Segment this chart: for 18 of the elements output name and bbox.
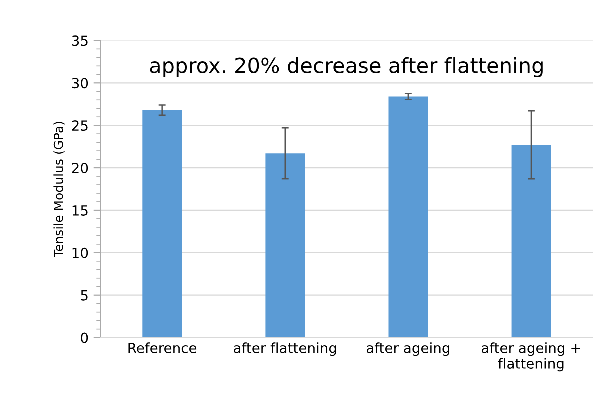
bar — [388, 96, 428, 338]
y-tick-label: 10 — [72, 248, 88, 258]
y-tick-label: 25 — [72, 120, 88, 132]
annotation: approx. 20% decrease after flattening — [150, 57, 543, 78]
bar — [142, 110, 182, 338]
y-tick-label: 30 — [72, 78, 88, 89]
y-tick-label: 5 — [81, 290, 88, 301]
bar — [512, 145, 552, 338]
x-tick-label: Reference — [128, 342, 197, 354]
y-tick-label: 35 — [72, 36, 88, 46]
bar — [266, 154, 306, 338]
x-tick-label: after ageing + flattening — [482, 342, 580, 372]
y-tick-label: 20 — [72, 163, 88, 174]
x-tick-label: after flattening — [234, 342, 336, 356]
x-tick-label: after ageing — [366, 342, 450, 356]
y-tick-label: 15 — [72, 206, 88, 216]
y-tick-label: 0 — [81, 332, 88, 344]
y-axis-title: Tensile Modulus (GPa) — [54, 122, 65, 258]
